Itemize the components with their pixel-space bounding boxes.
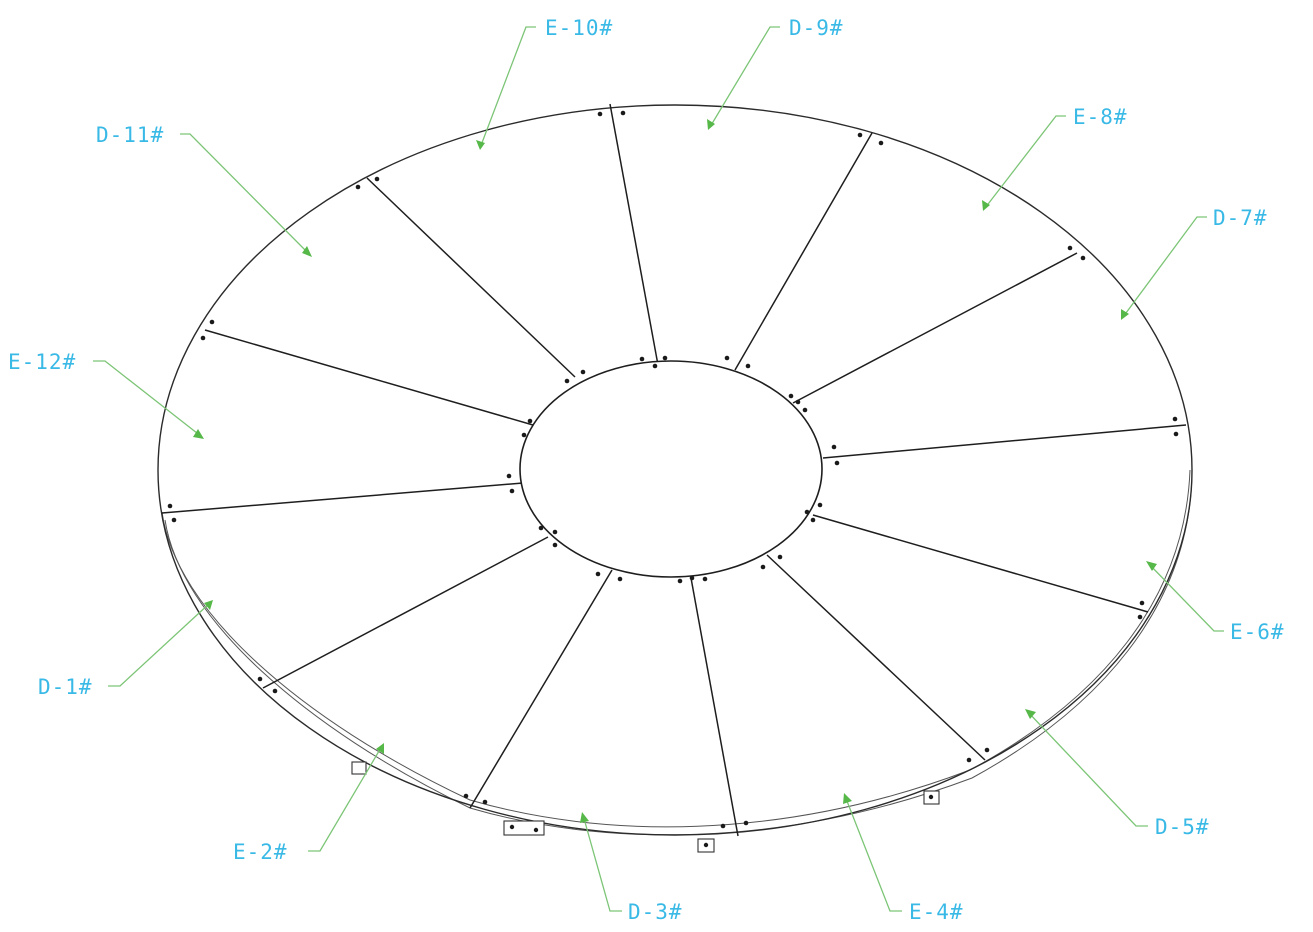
seam-9 (262, 536, 549, 689)
label-d3: D-3# (628, 900, 683, 924)
seam-10 (161, 482, 524, 514)
segment-seams (161, 103, 1187, 837)
seam-6 (766, 554, 986, 761)
label-e8: E-8# (1073, 105, 1128, 129)
seam-11 (204, 329, 534, 426)
label-d5: D-5# (1155, 815, 1210, 839)
seam-1 (609, 103, 659, 366)
seam-7 (690, 577, 739, 837)
segment-labels: E-10# D-9# E-8# D-7# D-11# E-12# E-6# D-… (8, 16, 1285, 924)
mounting-brackets (351, 761, 940, 853)
leader-lines (93, 26, 1224, 912)
label-e12: E-12# (8, 350, 76, 374)
seam-8 (469, 569, 613, 809)
seam-5 (812, 514, 1149, 613)
bolt-holes (167, 110, 1179, 829)
seam-4 (822, 424, 1187, 459)
seam-3 (792, 252, 1078, 404)
label-d1: D-1# (38, 675, 93, 699)
label-e10: E-10# (545, 16, 613, 40)
label-e2: E-2# (233, 840, 288, 864)
inner-hub-ring (519, 360, 823, 578)
outer-disc-edge (157, 104, 1193, 836)
label-d9: D-9# (789, 16, 844, 40)
label-d11: D-11# (96, 123, 164, 147)
label-e6: E-6# (1230, 620, 1285, 644)
seam-12 (366, 177, 576, 378)
seam-2 (734, 132, 873, 371)
label-d7: D-7# (1213, 206, 1268, 230)
label-e4: E-4# (909, 900, 964, 924)
